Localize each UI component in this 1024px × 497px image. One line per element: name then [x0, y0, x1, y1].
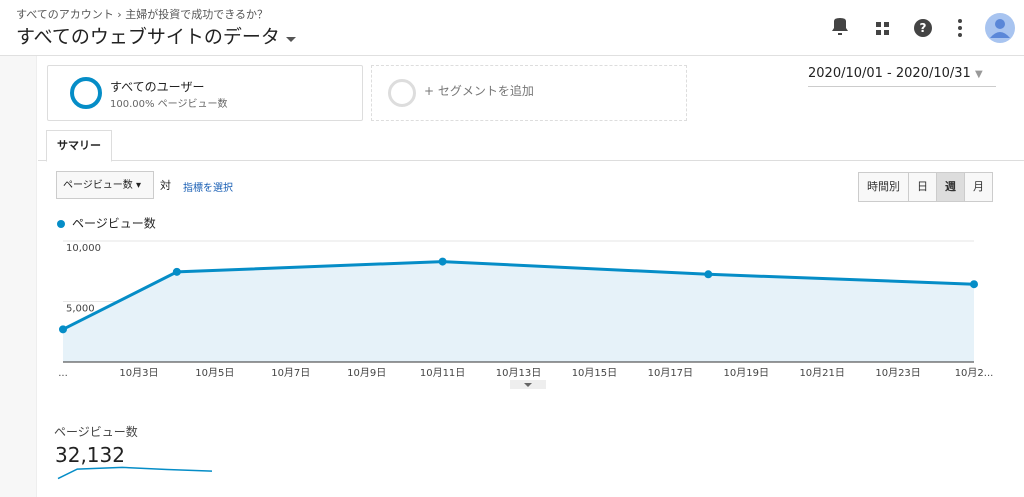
x-tick-label: 10月15日 [572, 367, 617, 379]
select-metric-link[interactable]: 指標を選択 [183, 183, 233, 194]
granularity-button[interactable]: 日 [908, 173, 936, 201]
breadcrumb: すべてのアカウント › 主婦が投資で成功できるか？ [16, 8, 268, 21]
tab-divider [38, 160, 1024, 161]
date-range-text: 2020/10/01 - 2020/10/31 [808, 66, 971, 81]
help-glyph: ? [920, 21, 927, 35]
granularity-button[interactable]: 週 [936, 173, 964, 201]
point [970, 280, 978, 289]
granularity-group: 時間別日週月 [858, 172, 993, 202]
add-segment-card[interactable]: + セグメントを追加 [371, 65, 687, 121]
add-segment-label: + セグメントを追加 [424, 84, 534, 98]
point [172, 267, 181, 276]
metric-select-text: ページビュー数 [63, 180, 133, 191]
caret [285, 37, 296, 42]
point [59, 325, 67, 334]
sidebar [0, 56, 37, 497]
view-title-text[interactable]: すべてのウェブサイトのデータ [16, 26, 280, 48]
x-tick-label: 10月3日 [119, 367, 158, 379]
x-tick-label: 10月21日 [799, 367, 844, 379]
legend-swatch [57, 220, 65, 228]
x-tick-label: 10月23日 [875, 367, 920, 379]
point [704, 270, 713, 279]
scorecard-label: ページビュー数 [54, 425, 138, 439]
metric-select[interactable]: ページビュー数 ▾ [56, 171, 154, 199]
x-tick-label: 10月13日 [496, 367, 541, 379]
scorecard-value: 32,132 [55, 443, 125, 467]
apps-icon[interactable] [876, 22, 889, 35]
x-tick-label: 10月11日 [420, 367, 465, 379]
x-tick-label: 10月5日 [195, 367, 234, 379]
view-title[interactable]: すべてのウェブサイトのデータ [16, 22, 296, 49]
notifications-icon[interactable] [832, 18, 848, 35]
help-icon[interactable] [914, 19, 932, 37]
add-segment-ring [388, 79, 416, 107]
segment-card[interactable]: すべてのユーザー 100.00% ページビュー数 [47, 65, 363, 121]
segment-ring [70, 77, 102, 109]
date-range[interactable]: 2020/10/01 - 2020/10/31 ▼ [808, 66, 996, 87]
point [438, 257, 447, 266]
menu-icon[interactable] [958, 19, 962, 37]
segment-name: すべてのユーザー [110, 80, 205, 94]
header: すべてのアカウント › 主婦が投資で成功できるか？ すべてのウェブサイトのデータ… [0, 0, 1024, 56]
granularity-button[interactable]: 時間別 [859, 173, 908, 201]
x-tick-label: 10月7日 [271, 367, 310, 379]
header-icons: ? [832, 13, 1015, 43]
collapse-caret [524, 383, 532, 387]
sparkline [57, 466, 213, 480]
granularity-button[interactable]: 月 [964, 173, 992, 201]
area [63, 261, 974, 362]
versus: 対 [160, 179, 171, 192]
x-tick-label: 10月17日 [648, 367, 693, 379]
x-tick-label: ... [58, 368, 68, 379]
x-tick-label: 10月2... [955, 367, 994, 379]
legend-label: ページビュー数 [72, 216, 156, 231]
y-tick-label: 10,000 [66, 243, 101, 254]
segment-detail: 100.00% ページビュー数 [110, 99, 228, 110]
y-tick-label: 5,000 [66, 304, 95, 315]
breadcrumb-account[interactable]: すべてのアカウント [16, 8, 114, 21]
breadcrumb-property[interactable]: 主婦が投資で成功できるか？ [125, 8, 268, 21]
x-tick-label: 10月9日 [347, 367, 386, 379]
x-tick-label: 10月19日 [724, 367, 769, 379]
tab[interactable]: サマリー [46, 130, 112, 162]
